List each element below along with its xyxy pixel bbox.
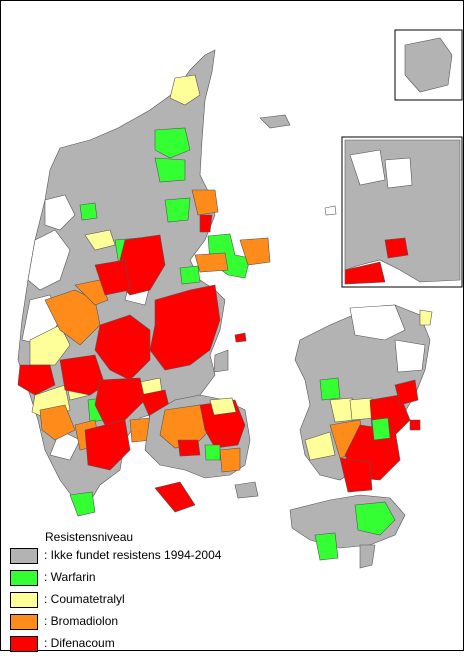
legend-title: Resistensniveau: [45, 530, 134, 544]
legend-label-coumatetralyl: : Coumatetralyl: [44, 592, 125, 606]
legend-item-difenacoum: : Difenacoum: [10, 636, 290, 656]
island-anholt: [259, 114, 291, 129]
copenhagen-inset: [341, 136, 463, 288]
legend-swatch-difenacoum: [10, 636, 38, 652]
lolland-falster: [289, 494, 406, 569]
legend-swatch-warfarin: [10, 570, 38, 586]
island-small: [324, 205, 337, 216]
legend-label-warfarin: : Warfarin: [44, 570, 96, 584]
legend-item-warfarin: : Warfarin: [10, 570, 290, 590]
jutland: [17, 49, 271, 517]
legend-swatch-coumatetralyl: [10, 592, 38, 608]
funen: [144, 394, 259, 513]
island-samsoe: [213, 349, 229, 373]
legend-item-bromadiolon: : Bromadiolon: [10, 614, 290, 634]
zealand: [294, 304, 433, 493]
legend-label-difenacoum: : Difenacoum: [44, 636, 115, 650]
legend-label-bromadiolon: : Bromadiolon: [44, 614, 119, 628]
legend-swatch-none: [10, 548, 38, 564]
legend-item-none: : Ikke fundet resistens 1994-2004: [10, 548, 290, 568]
legend-label-none: : Ikke fundet resistens 1994-2004: [44, 548, 222, 562]
legend-swatch-bromadiolon: [10, 614, 38, 630]
island-tiny: [234, 332, 247, 343]
bornholm-inset: [394, 29, 463, 101]
legend-item-coumatetralyl: : Coumatetralyl: [10, 592, 290, 612]
